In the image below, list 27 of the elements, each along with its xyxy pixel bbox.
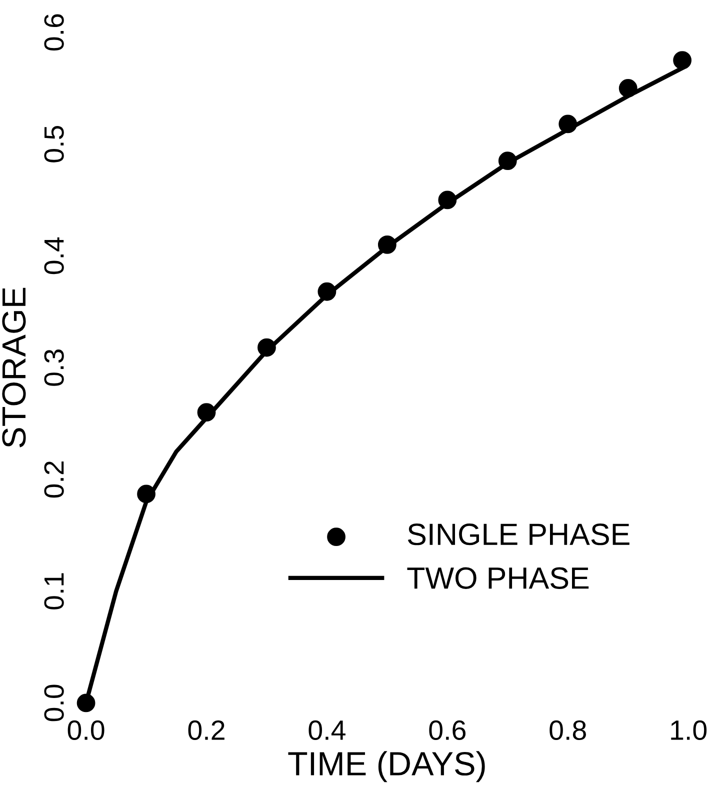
y-tick-label: 0.6 [44, 14, 64, 51]
x-tick-label: 0.8 [550, 720, 586, 740]
y-tick-label: 0.2 [44, 462, 64, 498]
y-tick-label: 0.5 [44, 126, 64, 162]
point [558, 114, 578, 134]
x-tick-label: 1.0 [671, 720, 707, 740]
point [438, 190, 457, 210]
point [673, 51, 692, 70]
x-tick-label: 0.2 [188, 720, 224, 740]
legend-label: TWO PHASE [407, 567, 589, 589]
point [258, 338, 276, 357]
x-tick-label: 0.0 [68, 720, 104, 740]
point [76, 694, 96, 712]
y-tick-label: 0.4 [44, 237, 64, 274]
x-tick-label: 0.6 [429, 720, 466, 740]
x-axis-title: TIME (DAYS) [288, 751, 485, 782]
y-axis-title: STORAGE [2, 288, 26, 448]
legend-label: SINGLE PHASE [408, 524, 630, 546]
point [618, 79, 638, 98]
y-tick-label: 0.1 [44, 573, 64, 610]
point [197, 403, 216, 422]
x-tick-label: 0.4 [308, 720, 346, 740]
point [498, 152, 517, 170]
point [378, 235, 396, 254]
point [318, 282, 336, 301]
y-tick-label: 0.3 [44, 350, 64, 386]
point [137, 484, 156, 504]
